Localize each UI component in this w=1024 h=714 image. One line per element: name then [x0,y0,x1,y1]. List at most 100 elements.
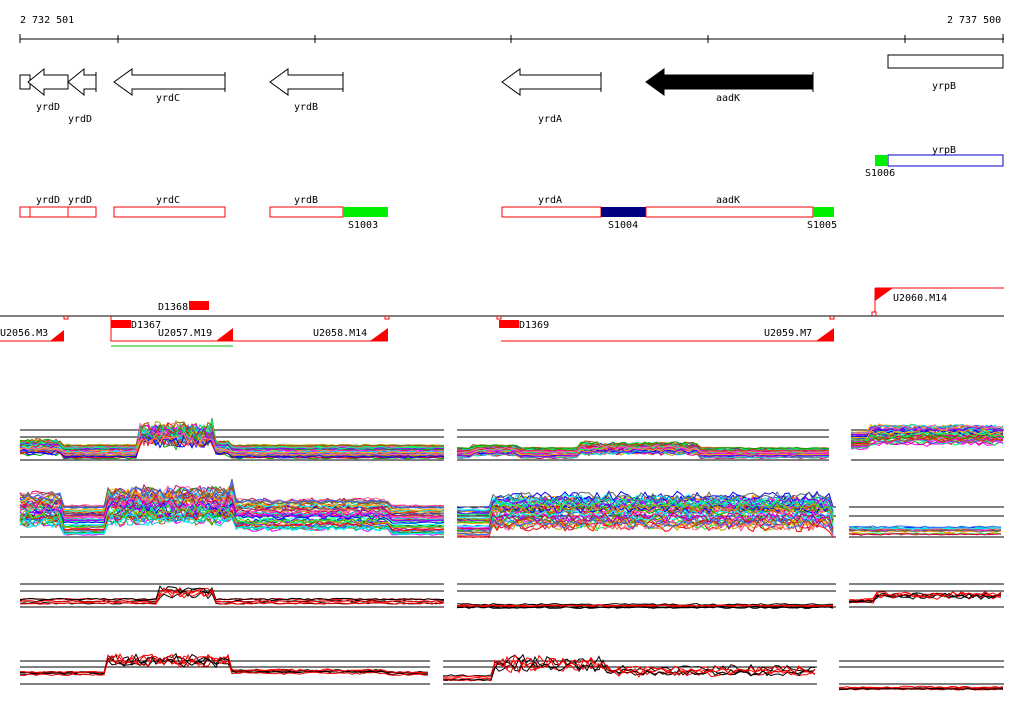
expression-trace [848,527,1002,530]
expression-trace [19,493,445,517]
expression-trace [19,513,445,536]
segment-label-S1005: S1005 [807,220,837,231]
segment-label-S1006: S1006 [865,168,895,179]
transcript-yrdA-aadK[interactable]: yrdA aadK S1004 S1005 [501,195,837,231]
expression-trace [19,419,445,448]
gene-label-yrdD-2: yrdD [68,114,92,125]
expression-trace [456,603,833,606]
expression-row-2-right [848,525,1002,536]
expression-trace [456,502,834,521]
gene-yrdA[interactable]: yrdA [501,68,602,125]
expression-trace [457,519,834,537]
transcript-yrdB[interactable]: yrdB S1003 [269,195,388,231]
expression-row-3-left [19,585,445,605]
transcript-yrdD-2[interactable]: yrdD [67,195,97,218]
expression-trace [19,431,445,456]
expression-trace [19,418,445,449]
expression-trace [442,656,816,681]
expression-trace [848,525,1002,529]
expression-trace [19,504,445,529]
expression-trace [457,604,834,608]
gene-yrdC[interactable]: yrdC [113,68,226,104]
expression-trace [850,436,1004,446]
upshift-label-U2059: U2059.M7 [764,328,812,339]
expression-row-3-mid [456,603,834,609]
gene-yrdD[interactable]: yrdD [19,67,69,113]
transcript-label-yrdC: yrdC [156,195,180,206]
ruler-end-label: 2 737 500 [947,15,1001,26]
expression-trace [442,656,816,680]
upshift-U2060[interactable]: U2060.M14 [871,287,1004,316]
expression-trace [19,430,445,454]
expression-row-4-left [19,652,429,677]
expression-row-1-right [850,423,1004,451]
expression-trace [848,592,1002,602]
expression-trace [19,421,445,447]
expression-trace [838,685,1004,689]
transcript-yrdC[interactable]: yrdC [113,195,226,218]
gene-label-yrdA: yrdA [538,114,562,125]
expression-trace [456,516,834,534]
expression-trace [456,498,834,516]
expression-trace [456,441,830,450]
transcript-yrpB[interactable]: yrpB S1006 [865,145,1004,179]
expression-trace [19,425,445,451]
expression-trace [456,605,834,609]
expression-row-4-mid [442,653,816,682]
upshift-label-U2060: U2060.M14 [893,293,947,304]
expression-trace [848,529,1002,533]
upshift-label-U2058: U2058.M14 [313,328,367,339]
expression-trace [19,652,429,674]
regulation-track: D1368 U2056.M3 D1367 U2057.M19 U2058.M14… [0,287,1004,347]
upshift-label-U2057: U2057.M19 [158,328,212,339]
expression-trace [19,488,445,513]
transcript-label-yrdD-2: yrdD [68,195,92,206]
expression-trace [19,656,428,677]
transcript-label-yrdB: yrdB [294,195,318,206]
transcript-label-aadK: aadK [716,195,740,206]
promoter-label-D1368: D1368 [158,302,188,313]
expression-trace [456,443,830,452]
expression-trace [849,528,1002,532]
expression-trace [456,517,834,536]
expression-trace [19,586,444,601]
expression-trace [457,517,834,536]
expression-trace [456,491,834,509]
expression-trace [19,478,445,509]
expression-trace [848,533,1002,536]
gene-aadK[interactable]: aadK [645,68,814,104]
expression-row-3-right [848,590,1002,604]
transcript-track: yrdD yrdD yrdC yrdB S1003 yrdA aadK S100… [19,195,837,231]
upshift-U2058[interactable]: U2058.M14 [233,316,390,342]
expression-trace [850,439,1004,449]
expression-trace [19,419,445,449]
upshift-U2059[interactable]: U2059.M7 [496,316,835,342]
upshift-U2057[interactable]: U2057.M19 [110,316,233,347]
expression-trace [19,588,445,605]
expression-trace [850,429,1004,439]
gene-yrpB[interactable]: yrpB [887,54,1004,92]
upshift-U2056[interactable]: U2056.M3 [0,316,69,342]
expression-trace [456,511,834,530]
gene-yrdB[interactable]: yrdB [269,68,344,113]
expression-trace [19,497,445,522]
expression-trace [848,526,1002,530]
gene-yrdD-2[interactable]: yrdD [67,67,97,125]
expression-row-2-mid [456,490,834,539]
promoter-D1367[interactable] [111,320,131,328]
gene-label-yrdC: yrdC [156,93,180,104]
ruler-start-label: 2 732 501 [20,15,74,26]
expression-trace [850,425,1004,436]
promoter-D1368[interactable] [189,301,209,310]
promoter-D1369[interactable] [499,320,519,328]
expression-trace [456,495,834,515]
transcript-label-yrdD: yrdD [36,195,60,206]
expression-trace [19,480,445,509]
expression-row-4-right [838,685,1004,691]
expression-trace [19,421,445,448]
expression-trace [19,508,445,532]
segment-label-S1003: S1003 [348,220,378,231]
transcript-label-yrdA: yrdA [538,195,562,206]
gene-label-yrpB: yrpB [932,81,956,92]
transcript-yrdD[interactable]: yrdD [19,195,69,218]
